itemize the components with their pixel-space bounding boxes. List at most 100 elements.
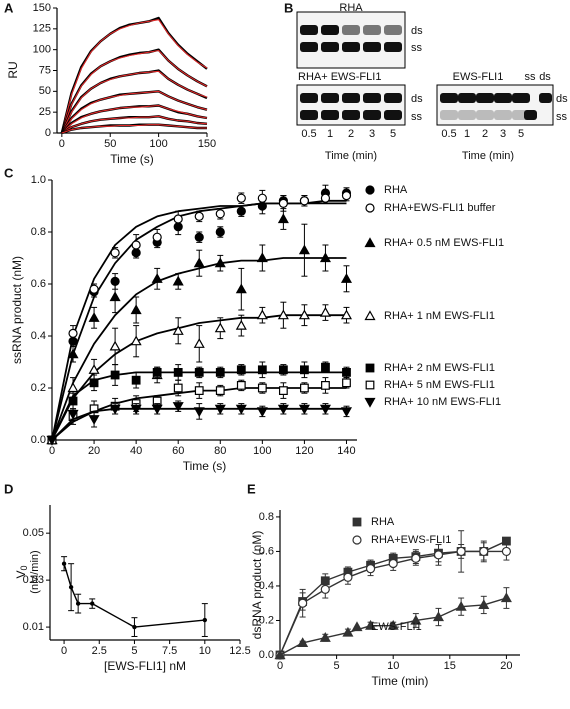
- marker: [365, 564, 376, 574]
- legend-label: RHA+ 1 nM EWS-FLI1: [384, 310, 495, 322]
- y-tick-label: 0: [45, 127, 51, 139]
- marker: [46, 435, 58, 446]
- gel-band: [384, 110, 402, 120]
- marker: [278, 386, 288, 395]
- y-tick-label: 75: [39, 64, 51, 76]
- marker: [300, 365, 309, 375]
- gel-band: [440, 110, 458, 120]
- band-label: ds: [556, 93, 568, 105]
- marker: [215, 209, 225, 219]
- y-axis-label: dsRNA product (nM): [250, 531, 264, 640]
- marker: [319, 252, 331, 263]
- marker: [340, 273, 353, 283]
- band-label: ss: [556, 111, 568, 123]
- y-tick-label: 0.0: [31, 434, 46, 446]
- marker: [173, 383, 183, 393]
- gel-band: [539, 93, 552, 103]
- marker: [235, 404, 247, 415]
- marker: [340, 407, 353, 418]
- marker: [89, 378, 99, 388]
- x-tick-label: 100: [253, 445, 271, 457]
- marker: [433, 550, 444, 560]
- legend-label: RHA+ 10 nM EWS-FLI1: [384, 396, 501, 408]
- gel-band: [321, 42, 339, 52]
- gel-band: [476, 93, 494, 103]
- legend-label: RHA: [371, 516, 395, 528]
- marker: [130, 335, 142, 346]
- y-axis-label: RU: [6, 61, 20, 78]
- legend-label: RHA+EWS-FLI1: [371, 534, 451, 546]
- gel-band: [476, 110, 494, 120]
- legend-label: RHA+ 5 nM EWS-FLI1: [384, 379, 495, 391]
- gel-band: [384, 42, 402, 52]
- x-tick-label: 20: [500, 660, 512, 672]
- marker: [387, 619, 399, 630]
- y-tick-label: 0.0: [259, 649, 274, 661]
- x-tick-label: 120: [295, 445, 313, 457]
- marker: [151, 404, 163, 415]
- gel-band: [440, 93, 458, 103]
- marker: [298, 244, 310, 255]
- legend-label: RHA+ 0.5 nM EWS-FLI1: [384, 237, 504, 249]
- marker: [110, 248, 120, 258]
- gel-band: [342, 42, 360, 52]
- gel-xlabel: Time (min): [325, 150, 377, 162]
- marker: [202, 617, 208, 623]
- marker: [500, 592, 512, 603]
- data-line: [63, 563, 205, 628]
- marker: [109, 340, 121, 351]
- x-axis-label: Time (s): [183, 459, 227, 473]
- legend-marker: [365, 185, 375, 195]
- legend-marker: [364, 310, 376, 321]
- marker: [235, 283, 247, 294]
- fit-line: [61, 19, 208, 134]
- x-tick-label: 0: [59, 138, 65, 150]
- fit-line: [61, 90, 208, 134]
- marker: [501, 546, 512, 557]
- lane-label: 2: [348, 128, 354, 140]
- marker: [151, 273, 163, 283]
- band-label: ss: [411, 111, 423, 123]
- lane-label: 3: [369, 128, 375, 140]
- marker: [172, 325, 184, 335]
- fit-line: [61, 104, 208, 134]
- y-axis-label-text: RU: [6, 61, 20, 78]
- marker: [235, 319, 247, 330]
- y-tick-label: 0.2: [259, 614, 274, 626]
- marker: [132, 624, 137, 630]
- x-tick-label: 15: [444, 660, 456, 672]
- marker: [297, 637, 309, 648]
- marker: [299, 196, 310, 206]
- gel-title: RHA+ EWS-FLI1: [298, 71, 381, 83]
- marker: [340, 309, 353, 320]
- x-axis-label: Time (s): [110, 152, 154, 166]
- marker: [365, 619, 377, 630]
- marker: [257, 193, 267, 203]
- y-tick-label: 0.6: [259, 545, 274, 557]
- marker: [130, 404, 142, 415]
- gel-band: [384, 93, 402, 103]
- x-tick-label: 0: [61, 645, 67, 657]
- y-tick-label: 50: [39, 85, 51, 97]
- marker: [214, 404, 226, 415]
- y-tick-label: 0.8: [31, 226, 46, 238]
- legend-label: RHA: [384, 184, 408, 196]
- fit-line: [51, 314, 347, 441]
- marker: [388, 558, 398, 569]
- lane-label: 1: [464, 128, 470, 140]
- lane-label: 5: [518, 128, 524, 140]
- marker: [256, 252, 268, 263]
- marker: [319, 632, 331, 642]
- x-tick-label: 150: [198, 138, 216, 150]
- gel-band: [458, 93, 476, 103]
- y-tick-label: 125: [33, 23, 51, 35]
- legend-label: EWS-FLI1: [371, 621, 422, 633]
- gel-band: [384, 25, 402, 35]
- x-axis-label: Time (min): [372, 674, 429, 688]
- marker: [320, 193, 331, 203]
- y-tick-label: 0.2: [31, 382, 46, 394]
- marker: [61, 561, 67, 566]
- marker: [342, 368, 351, 377]
- marker: [193, 257, 205, 268]
